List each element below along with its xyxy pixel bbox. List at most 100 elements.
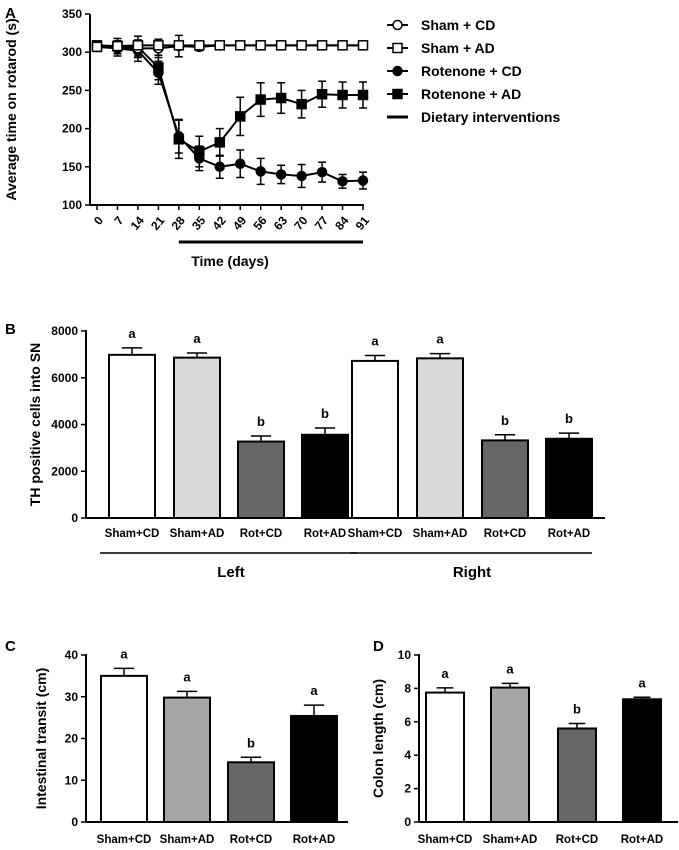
group-label-left: Left <box>217 564 245 581</box>
y-tick-label: 250 <box>62 83 82 97</box>
data-point <box>234 158 246 169</box>
x-tick-label: Sham+AD <box>160 834 215 846</box>
data-point <box>173 40 185 51</box>
y-tick-label: 10 <box>65 773 79 787</box>
x-tick-label: 35 <box>189 213 209 232</box>
x-tick-label: 63 <box>271 213 291 232</box>
significance-label: a <box>310 683 318 698</box>
x-tick-label: 0 <box>91 213 106 227</box>
bar <box>351 359 399 520</box>
x-tick-label: Rot+CD <box>230 834 273 846</box>
y-tick-label: 20 <box>65 732 79 746</box>
data-point <box>112 40 123 52</box>
x-tick-label: 49 <box>230 213 250 232</box>
x-tick-label: 77 <box>312 213 332 232</box>
bar <box>173 356 221 519</box>
x-axis-label: Time (days) <box>191 253 269 269</box>
x-tick-label: Rot+AD <box>293 834 336 846</box>
y-tick-label: 100 <box>62 198 82 212</box>
data-point <box>132 40 144 51</box>
y-axis-label: Intestinal transit (cm) <box>33 668 49 810</box>
y-axis-label: Colon length (cm) <box>370 679 386 798</box>
y-tick-label: 4000 <box>51 418 78 432</box>
bar <box>490 686 530 823</box>
x-tick-label: Sham+CD <box>418 834 473 846</box>
y-axis-label: Average time on rotarod (s) <box>3 18 19 200</box>
panel-label-a: A <box>5 5 16 22</box>
significance-label: a <box>128 326 136 341</box>
significance-label: b <box>257 414 265 429</box>
significance-label: a <box>638 675 646 690</box>
data-point <box>194 146 205 157</box>
y-tick-label: 8 <box>404 681 411 695</box>
bar <box>301 433 349 519</box>
data-point <box>234 111 246 122</box>
data-point <box>316 40 328 51</box>
x-tick-label: Sham+CD <box>105 528 160 540</box>
y-tick-label: 6000 <box>51 371 78 385</box>
significance-label: b <box>565 411 573 426</box>
x-tick-label: Rot+CD <box>556 834 599 846</box>
x-tick-label: Sham+CD <box>348 528 403 540</box>
panel-c-chart: C 0 10 20 30 40 Intestinal transit (cm) a Sham+C… <box>5 638 348 846</box>
y-tick-label: 200 <box>62 122 82 136</box>
y-tick-label: 8000 <box>51 324 78 338</box>
x-tick-label: Rot+AD <box>621 834 664 846</box>
data-point <box>91 41 103 53</box>
y-tick-label: 10 <box>398 648 412 662</box>
bar <box>557 727 597 823</box>
x-tick-label: 56 <box>250 213 270 232</box>
legend-marker <box>392 88 403 100</box>
y-tick-label: 350 <box>62 7 82 21</box>
bar <box>416 357 464 519</box>
series-line <box>96 45 364 183</box>
significance-label: b <box>501 413 509 428</box>
legend-label: Sham + AD <box>421 40 495 56</box>
bar <box>227 761 275 823</box>
y-tick-label: 4 <box>404 748 411 762</box>
legend-marker <box>392 65 403 77</box>
significance-label: b <box>573 701 581 716</box>
significance-label: a <box>120 646 128 661</box>
data-point <box>316 88 328 100</box>
y-tick-label: 0 <box>404 815 411 829</box>
panel-a-chart: A 100 150 200 250 300 350 0 7 14 21 28 35 42 49 56 63 70 7… <box>3 5 560 269</box>
y-tick-label: 0 <box>71 815 78 829</box>
panel-b-chart: B 0 2000 4000 6000 8000 TH positive cells into… <box>5 321 605 581</box>
x-tick-label: 28 <box>169 213 189 232</box>
bar <box>290 714 338 824</box>
data-point <box>173 134 185 145</box>
x-tick-label: 42 <box>209 213 229 232</box>
legend-label: Rotenone + CD <box>421 63 522 79</box>
legend-label: Sham + CD <box>421 17 495 33</box>
series-rotenone-ad <box>91 35 369 168</box>
data-point <box>275 92 287 104</box>
bar <box>545 437 593 520</box>
panel-d-chart: D 0 2 4 6 8 10 Colon length (cm) a Sham+CD a Sham+A… <box>370 638 678 846</box>
y-tick-label: 6 <box>404 715 411 729</box>
y-tick-label: 300 <box>62 45 82 59</box>
x-tick-label: Rot+AD <box>304 528 347 540</box>
data-point <box>316 166 328 178</box>
x-tick-label: Sham+CD <box>97 834 152 846</box>
data-point <box>214 161 226 173</box>
y-tick-label: 30 <box>65 690 79 704</box>
panel-label-d: D <box>373 638 384 655</box>
significance-label: b <box>247 735 255 750</box>
data-point <box>296 98 307 110</box>
y-tick-label: 40 <box>65 648 79 662</box>
x-tick-label: Sham+AD <box>170 528 225 540</box>
data-point <box>234 40 246 51</box>
data-point <box>337 40 348 51</box>
data-point <box>255 166 266 177</box>
legend-marker <box>392 42 403 54</box>
group-label-right: Right <box>453 564 491 581</box>
significance-label: a <box>436 332 444 347</box>
data-point <box>357 89 369 101</box>
bar <box>163 696 211 824</box>
data-point <box>357 175 369 186</box>
significance-label: a <box>371 334 379 349</box>
y-tick-label: 2000 <box>51 464 78 478</box>
data-point <box>255 40 266 51</box>
